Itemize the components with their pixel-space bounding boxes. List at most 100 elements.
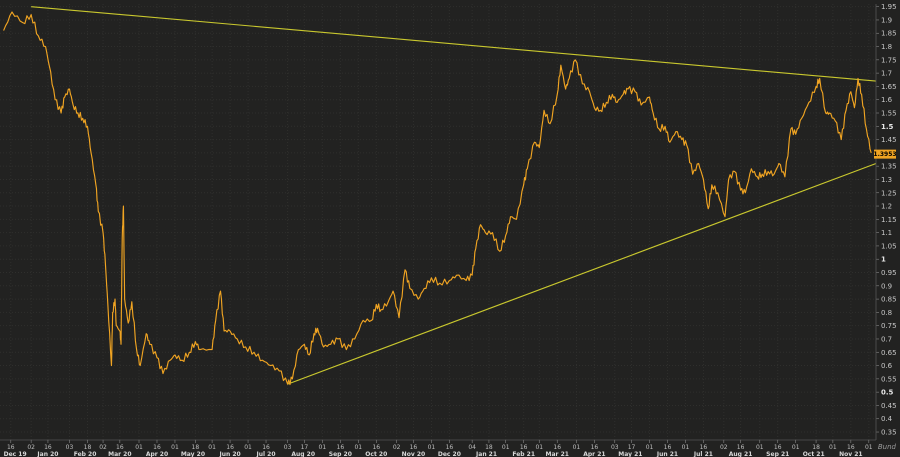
x-day-label: 01 <box>502 444 510 451</box>
x-day-label: 16 <box>7 444 15 451</box>
x-day-label: 18 <box>812 444 820 451</box>
last-value-badge-text: 1.3953 <box>873 151 896 158</box>
x-day-label: 03 <box>284 444 292 451</box>
x-day-label: 01 <box>646 444 654 451</box>
x-day-label: 16 <box>372 444 380 451</box>
x-day-label: 03 <box>611 444 619 451</box>
x-month-label: Jan 21 <box>475 451 497 457</box>
y-tick-label: 0.7 <box>881 335 892 343</box>
x-day-label: 01 <box>829 444 837 451</box>
x-month-label: May 21 <box>618 451 642 457</box>
x-month-label: Aug 21 <box>729 451 753 457</box>
x-day-label: 16 <box>664 444 672 451</box>
x-month-label: May 20 <box>181 451 205 457</box>
x-month-label: Apr 21 <box>583 451 605 457</box>
y-tick-label: 1.3 <box>881 176 892 184</box>
x-month-label: Nov 20 <box>402 451 426 457</box>
y-tick-label: 1.5 <box>881 123 894 131</box>
y-tick-label: 1.55 <box>881 110 897 118</box>
y-tick-label: 0.45 <box>881 402 897 410</box>
x-month-label: Mar 20 <box>108 451 131 457</box>
x-day-label: 16 <box>774 444 782 451</box>
x-day-label: 01 <box>792 444 800 451</box>
x-month-label: Aug 20 <box>291 451 315 457</box>
x-day-label: 16 <box>410 444 418 451</box>
x-day-label: 16 <box>262 444 270 451</box>
x-month-label: Feb 21 <box>512 451 535 457</box>
x-day-label: 16 <box>520 444 528 451</box>
x-month-label: Dec 19 <box>4 451 27 457</box>
x-month-label: Sep 21 <box>766 451 789 457</box>
x-day-label: 16 <box>44 444 52 451</box>
y-tick-label: 0.6 <box>881 362 893 370</box>
x-day-label: 17 <box>628 444 636 451</box>
x-day-label: 01 <box>682 444 690 451</box>
y-tick-label: 1.15 <box>881 216 897 224</box>
x-month-label: Apr 20 <box>146 451 168 457</box>
y-tick-label: 0.4 <box>881 415 893 423</box>
x-day-label: 16 <box>737 444 745 451</box>
y-tick-label: 1.1 <box>881 229 892 237</box>
x-day-label: 18 <box>84 444 92 451</box>
y-tick-label: 1.45 <box>881 136 897 144</box>
x-day-label: 01 <box>244 444 252 451</box>
y-tick-label: 1.8 <box>881 43 892 51</box>
x-day-label: 16 <box>847 444 855 451</box>
x-day-label: 02 <box>393 444 401 451</box>
y-tick-label: 0.55 <box>881 375 897 383</box>
x-day-label: 01 <box>573 444 581 451</box>
y-tick-label: 1.65 <box>881 83 897 91</box>
x-day-label: 01 <box>865 444 873 451</box>
y-tick-label: 0.5 <box>881 389 894 397</box>
y-tick-label: 0.9 <box>881 282 892 290</box>
y-tick-label: 1.25 <box>881 189 897 197</box>
x-month-label: Sep 20 <box>329 451 352 457</box>
y-tick-label: 0.65 <box>881 349 897 357</box>
x-day-label: 16 <box>116 444 124 451</box>
x-month-label: Oct 21 <box>803 451 825 457</box>
x-day-label: 01 <box>535 444 543 451</box>
price-series-line <box>3 11 872 386</box>
x-day-label: 01 <box>171 444 179 451</box>
x-month-label: Jun 20 <box>218 451 240 457</box>
x-day-label: 01 <box>428 444 436 451</box>
last-value-badge: 1.3953 <box>873 149 897 159</box>
x-day-label: 16 <box>591 444 599 451</box>
x-month-label: Jun 21 <box>656 451 678 457</box>
y-tick-label: 0.8 <box>881 309 892 317</box>
x-day-label: 01 <box>354 444 362 451</box>
y-axis: 0.35 0.4 0.45 0.5 0.55 0.6 0.65 0.7 0.75 0.8 0.85 0… <box>875 3 897 440</box>
trendline <box>31 6 877 82</box>
x-day-label: 01 <box>319 444 327 451</box>
x-day-label: 01 <box>208 444 216 451</box>
x-day-label: 16 <box>446 444 454 451</box>
x-day-label: 04 <box>468 444 476 451</box>
y-tick-label: 0.35 <box>881 429 897 437</box>
x-day-label: 01 <box>756 444 764 451</box>
y-tick-label: 1.85 <box>881 30 897 38</box>
x-day-label: 18 <box>485 444 493 451</box>
y-tick-label: 0.85 <box>881 296 897 304</box>
y-tick-label: 1.9 <box>881 16 892 24</box>
watermark-text: Bund <box>878 443 897 451</box>
grid-layer <box>0 4 876 440</box>
x-day-label: 16 <box>153 444 161 451</box>
x-month-label: Jul 21 <box>693 451 713 457</box>
y-tick-label: 0.95 <box>881 269 897 277</box>
trendline <box>287 162 877 385</box>
x-day-label: 02 <box>99 444 107 451</box>
y-tick-label: 0.75 <box>881 322 897 330</box>
x-month-label: Feb 20 <box>74 451 97 457</box>
series-layer <box>3 11 872 386</box>
x-day-label: 02 <box>720 444 728 451</box>
x-month-label: Nov 21 <box>839 451 863 457</box>
x-month-label: Jan 20 <box>36 451 58 457</box>
x-day-label: 16 <box>337 444 345 451</box>
y-tick-label: 1.75 <box>881 56 897 64</box>
x-day-label: 03 <box>66 444 74 451</box>
y-tick-label: 1.95 <box>881 3 897 11</box>
y-tick-label: 1.05 <box>881 242 897 250</box>
